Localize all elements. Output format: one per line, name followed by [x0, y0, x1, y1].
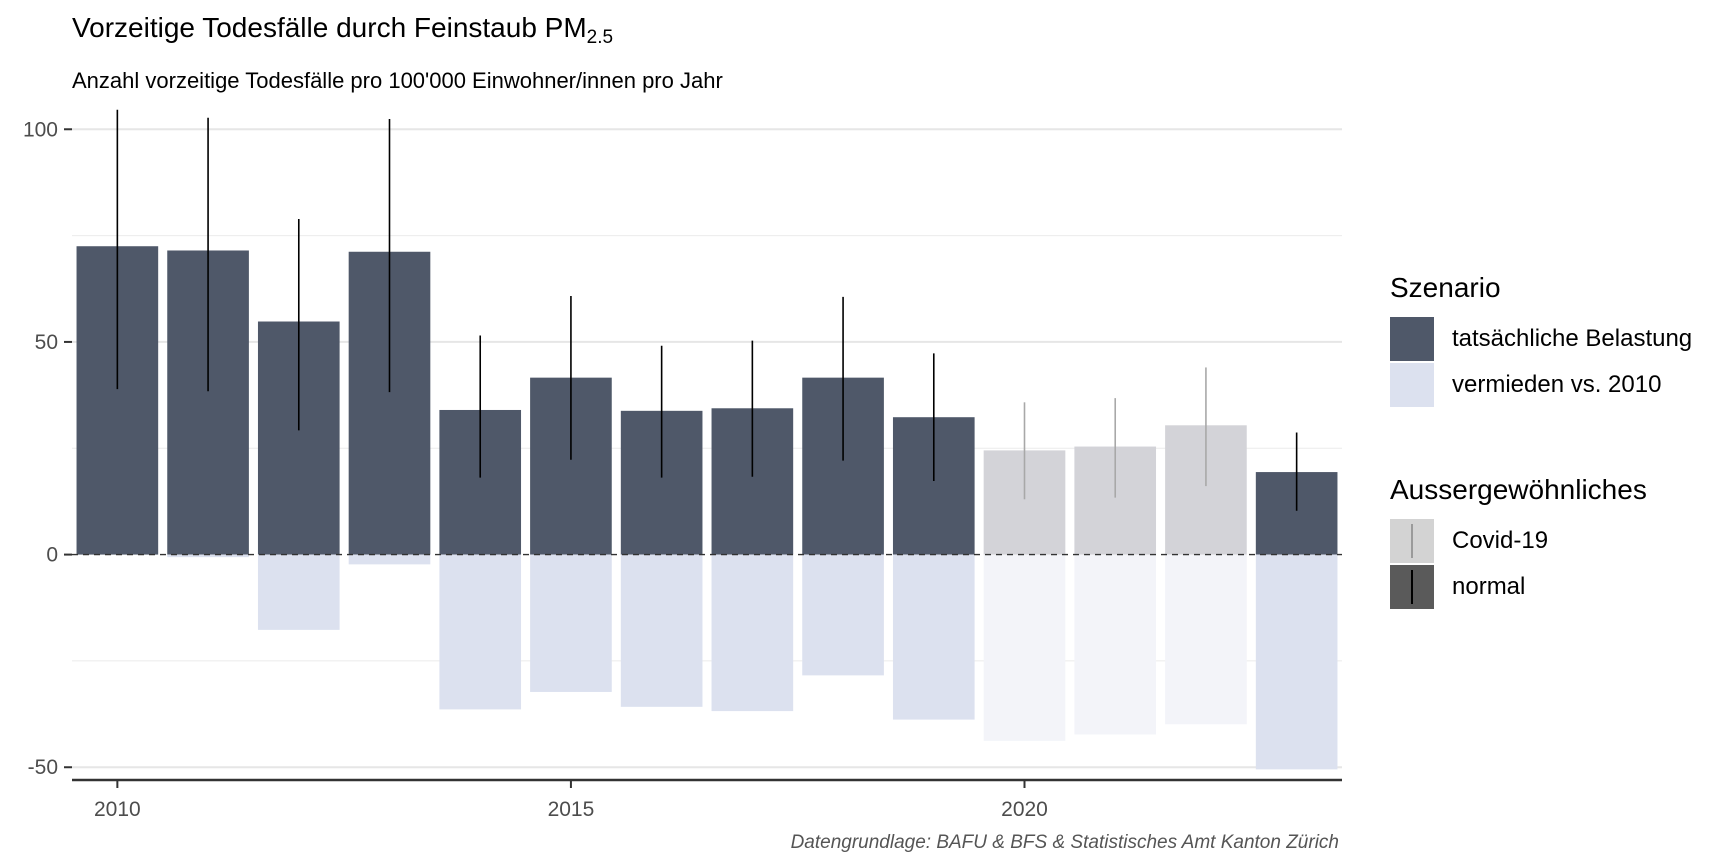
- x-tick-label: 2020: [1001, 798, 1048, 821]
- legend-whisker-normal: [1411, 570, 1413, 604]
- y-tick-label: 0: [46, 544, 58, 567]
- x-tick-label: 2010: [94, 798, 141, 821]
- x-tick-label: 2015: [548, 798, 595, 821]
- legend-label-avoided: vermieden vs. 2010: [1452, 371, 1662, 398]
- legend-key-actual: [1390, 317, 1434, 361]
- bar-avoided: [439, 554, 522, 710]
- error-bars: [116, 109, 1298, 511]
- bar-avoided: [983, 554, 1066, 741]
- legend-key-covid: [1390, 519, 1434, 563]
- chart-title: Vorzeitige Todesfälle durch Feinstaub PM…: [72, 12, 613, 49]
- legend-label-normal: normal: [1452, 573, 1526, 600]
- y-tick-label: 100: [23, 118, 58, 141]
- legend-scenario-title: Szenario: [1390, 272, 1501, 303]
- bar-avoided: [167, 554, 249, 558]
- legend-label-covid: Covid-19: [1452, 527, 1549, 554]
- chart-title-main: Vorzeitige Todesfälle durch Feinstaub PM: [72, 12, 587, 43]
- legend-label-actual: tatsächliche Belastung: [1452, 325, 1693, 352]
- legend-extraordinary-title: Aussergewöhnliches: [1390, 474, 1647, 505]
- bar-avoided: [1074, 554, 1157, 735]
- chart-caption: Datengrundlage: BAFU & BFS & Statistisch…: [790, 832, 1339, 853]
- legend-item-avoided: vermieden vs. 2010: [1390, 362, 1692, 408]
- legend-item-normal: normal: [1390, 564, 1647, 610]
- bar-avoided: [348, 554, 431, 565]
- bar-avoided: [620, 554, 703, 707]
- legend-key-normal: [1390, 565, 1434, 609]
- bar-avoided: [530, 554, 612, 692]
- legend-item-actual: tatsächliche Belastung: [1390, 316, 1692, 362]
- chart-title-subscript: 2.5: [586, 27, 614, 48]
- bar-avoided: [1255, 554, 1338, 770]
- legend-extraordinary: Aussergewöhnliches Covid-19 normal: [1390, 474, 1647, 610]
- legend-whisker-covid: [1411, 524, 1413, 558]
- bar-avoided: [892, 554, 975, 720]
- bars: [76, 246, 1338, 770]
- bar-avoided: [802, 554, 884, 676]
- bar-avoided: [1165, 554, 1247, 725]
- y-tick-label: -50: [28, 756, 58, 779]
- legend-item-covid: Covid-19: [1390, 518, 1647, 564]
- y-tick-label: 50: [35, 331, 58, 354]
- axes: -50 0 50 100 2010 2015 2020: [23, 118, 1342, 821]
- bar-avoided: [257, 554, 340, 630]
- chart-subtitle: Anzahl vorzeitige Todesfälle pro 100'000…: [72, 68, 723, 93]
- legend-key-avoided: [1390, 363, 1434, 407]
- legend-scenario: Szenario tatsächliche Belastung vermiede…: [1390, 272, 1692, 408]
- bar-avoided: [711, 554, 794, 712]
